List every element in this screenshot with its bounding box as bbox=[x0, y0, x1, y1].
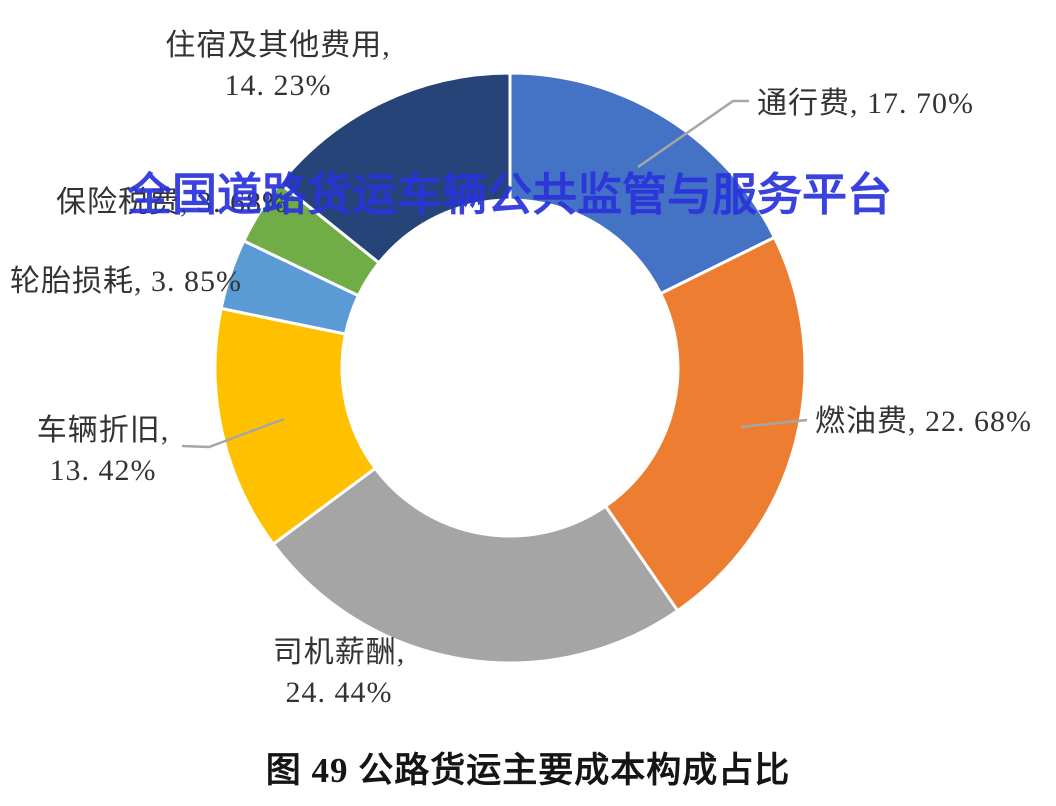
label-driver-salary: 司机薪酬, 24. 44% bbox=[272, 636, 406, 709]
donut-slice-1 bbox=[603, 235, 807, 613]
watermark-text: 全国道路货运车辆公共监管与服务平台 bbox=[127, 169, 893, 220]
label-vehicle-depreciation: 车辆折旧, 13. 42% bbox=[36, 414, 170, 487]
leader-line-depreciation bbox=[181, 417, 285, 449]
donut-slice-2 bbox=[271, 466, 680, 665]
label-insurance-tax: 保险税费, 3. 68% bbox=[56, 186, 288, 219]
figure-caption: 图 49 公路货运主要成本构成占比 bbox=[265, 751, 791, 790]
donut-slice-6 bbox=[277, 71, 512, 265]
leader-line-toll bbox=[637, 99, 749, 169]
label-toll-fee: 通行费, 17. 70% bbox=[757, 87, 974, 120]
leader-line-fuel bbox=[740, 418, 808, 429]
donut-slice-0 bbox=[508, 71, 777, 296]
label-lodging-other-fees: 住宿及其他费用, 14. 23% bbox=[165, 29, 391, 102]
donut-slices bbox=[213, 71, 807, 665]
leader-lines bbox=[181, 99, 808, 449]
label-tire-wear: 轮胎损耗, 3. 85% bbox=[10, 265, 242, 298]
label-fuel-fee: 燃油费, 22. 68% bbox=[815, 405, 1032, 438]
